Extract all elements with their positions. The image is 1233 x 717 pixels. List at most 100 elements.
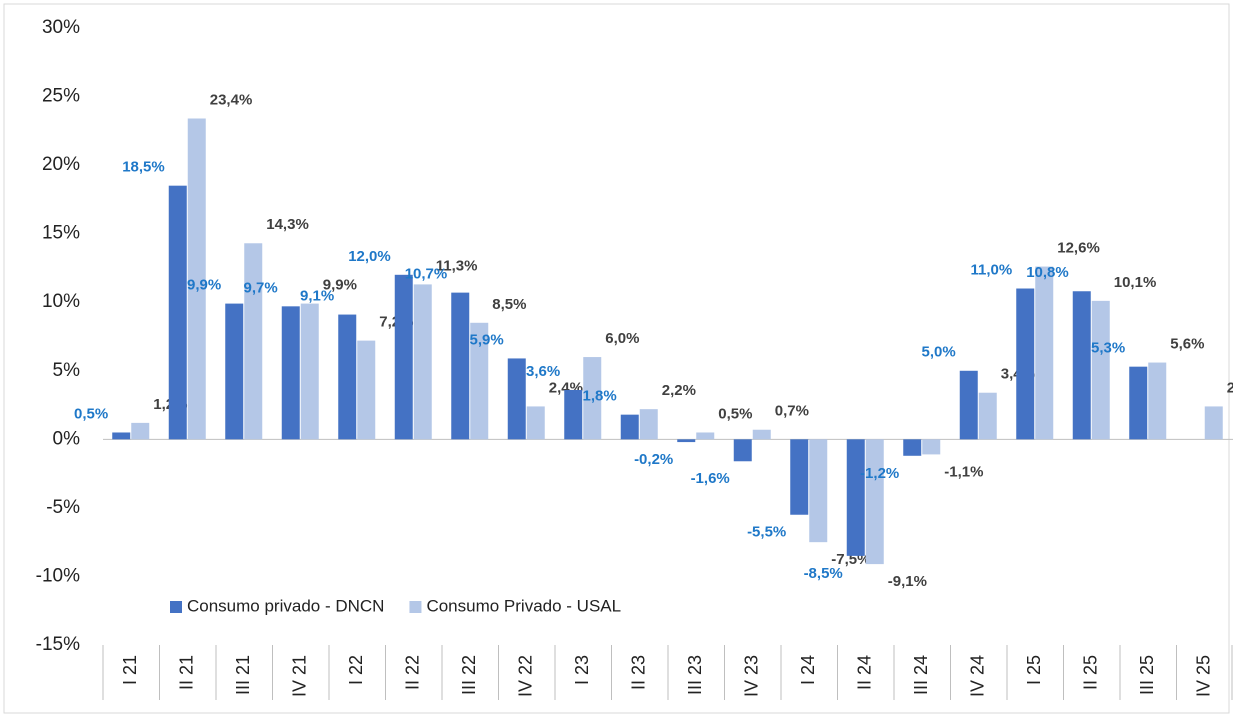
bar <box>470 322 489 440</box>
value-label: 0,5% <box>74 405 108 422</box>
bar <box>846 439 865 556</box>
value-label: -0,2% <box>634 451 673 468</box>
value-label: -1,1% <box>944 463 983 480</box>
value-label: 10,1% <box>1114 274 1157 291</box>
bar <box>978 392 997 440</box>
value-label: 0,7% <box>775 403 809 420</box>
value-label: 5,9% <box>470 331 504 348</box>
bar <box>1016 288 1035 440</box>
x-tick-label: III 25 <box>1137 655 1157 695</box>
bar <box>112 432 131 440</box>
value-label: 8,5% <box>492 296 526 313</box>
value-label: 23,4% <box>210 91 253 108</box>
bar <box>564 389 583 440</box>
value-label: 9,1% <box>300 288 334 305</box>
value-label: 5,0% <box>922 344 956 361</box>
bar <box>244 243 263 440</box>
y-tick-label: -10% <box>36 565 80 586</box>
bar <box>865 439 884 565</box>
x-tick-label: I 22 <box>346 655 366 685</box>
bar <box>1204 406 1223 440</box>
value-label: 9,9% <box>323 277 357 294</box>
value-label: -1,6% <box>691 470 730 487</box>
value-label: 1,8% <box>583 388 617 405</box>
legend-swatch <box>170 601 182 613</box>
value-label: 12,6% <box>1057 240 1100 257</box>
bar <box>413 284 432 440</box>
bar <box>357 340 376 440</box>
x-tick-label: II 22 <box>403 655 423 690</box>
bar <box>790 439 809 515</box>
x-tick-label: III 24 <box>911 655 931 695</box>
y-tick-label: 20% <box>42 154 80 175</box>
bar <box>922 439 941 455</box>
value-label: 9,7% <box>244 279 278 296</box>
x-tick-label: III 23 <box>685 655 705 695</box>
value-label: -8,5% <box>804 565 843 582</box>
bar <box>281 306 300 440</box>
bar <box>526 406 545 440</box>
bar <box>696 432 715 440</box>
bar <box>677 439 696 443</box>
value-label: 2,4% <box>1227 379 1233 396</box>
legend-label: Consumo privado - DNCN <box>187 596 384 615</box>
x-tick-label: IV 23 <box>742 655 762 697</box>
value-label: 9,9% <box>187 277 221 294</box>
bar <box>809 439 828 543</box>
x-tick-label: II 25 <box>1081 655 1101 690</box>
x-tick-label: II 21 <box>177 655 197 690</box>
x-tick-label: II 23 <box>629 655 649 690</box>
bar <box>507 358 526 440</box>
x-tick-label: I 23 <box>572 655 592 685</box>
value-label: 5,6% <box>1170 336 1204 353</box>
bar <box>733 439 752 462</box>
value-label: 0,5% <box>718 405 752 422</box>
x-tick-label: III 21 <box>233 655 253 695</box>
y-tick-label: 10% <box>42 291 80 312</box>
y-tick-label: 15% <box>42 223 80 244</box>
bar <box>187 118 206 440</box>
value-label: 6,0% <box>605 330 639 347</box>
x-tick-label: II 24 <box>855 655 875 690</box>
bar <box>1072 291 1091 440</box>
y-tick-label: 25% <box>42 86 80 107</box>
y-tick-label: -5% <box>46 497 80 518</box>
bar <box>394 274 413 440</box>
value-label: -5,5% <box>747 524 786 541</box>
bar <box>620 414 639 440</box>
bar <box>1129 366 1148 440</box>
value-label: 14,3% <box>266 216 309 233</box>
value-label: 5,3% <box>1091 340 1125 357</box>
x-tick-label: IV 24 <box>968 655 988 697</box>
bar <box>752 429 771 440</box>
value-label: 3,6% <box>526 363 560 380</box>
x-tick-label: IV 22 <box>516 655 536 697</box>
value-label: -9,1% <box>888 573 927 590</box>
y-tick-label: 0% <box>53 428 81 449</box>
value-label: 2,2% <box>662 382 696 399</box>
bar <box>300 303 319 440</box>
value-label: 18,5% <box>122 159 165 176</box>
x-tick-label: I 25 <box>1024 655 1044 685</box>
bar <box>639 409 658 440</box>
value-label: 11,0% <box>971 261 1013 278</box>
value-label: -1,2% <box>860 465 899 482</box>
value-label: 10,7% <box>405 266 448 283</box>
y-tick-label: 30% <box>42 17 80 38</box>
bar <box>903 439 922 456</box>
y-tick-label: -15% <box>36 634 80 655</box>
bar <box>1035 266 1054 440</box>
y-tick-label: 5% <box>53 360 81 381</box>
chart-frame <box>3 3 1230 714</box>
x-tick-label: I 24 <box>798 655 818 685</box>
x-tick-label: III 22 <box>459 655 479 695</box>
x-tick-label: I 21 <box>120 655 140 685</box>
bar <box>131 422 150 440</box>
bar <box>959 370 978 440</box>
bar <box>1148 362 1167 440</box>
x-tick-label: IV 21 <box>290 655 310 697</box>
bar <box>451 292 470 440</box>
bar <box>338 314 357 440</box>
bar <box>1091 300 1110 440</box>
